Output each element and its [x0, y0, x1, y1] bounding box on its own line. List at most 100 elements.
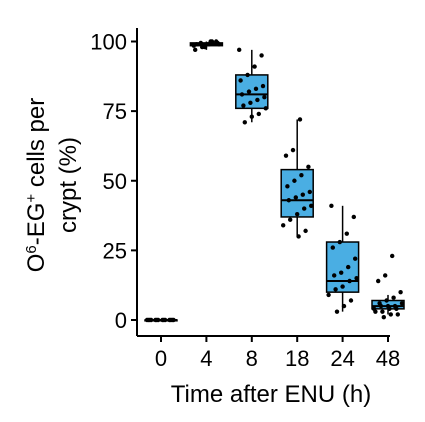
data-point [383, 273, 388, 278]
data-point [292, 178, 297, 183]
data-point [242, 120, 247, 125]
data-point [339, 270, 344, 275]
data-point [252, 64, 257, 69]
y-axis-title-part-1: O [23, 254, 50, 273]
data-point [263, 106, 268, 111]
data-point [256, 111, 261, 117]
data-point [237, 47, 242, 53]
x-axis-title: Time after ENU (h) [171, 381, 371, 408]
box-group-0 [144, 317, 178, 323]
data-point [288, 217, 293, 222]
data-point [241, 103, 246, 108]
data-point [380, 309, 385, 314]
data-point [248, 100, 253, 105]
data-point [253, 86, 259, 92]
data-point [202, 44, 208, 50]
data-point [297, 117, 303, 122]
box-group-8 [235, 47, 269, 125]
data-point [239, 92, 245, 97]
data-point [307, 189, 312, 195]
data-point [384, 298, 389, 303]
axes [136, 28, 390, 337]
data-point [156, 317, 161, 323]
boxes [144, 39, 405, 323]
y-tick-label: 75 [103, 99, 127, 124]
data-point [378, 303, 384, 309]
data-point [340, 284, 345, 289]
data-point [348, 298, 354, 303]
data-point [149, 317, 154, 323]
data-point [293, 195, 298, 200]
data-point [193, 47, 198, 53]
x-tick-label: 24 [330, 346, 354, 371]
data-point [246, 89, 252, 94]
data-point [281, 223, 286, 228]
data-point [303, 228, 308, 234]
y-axis-title-superscript-6: 6 [23, 245, 40, 253]
data-point [373, 309, 378, 314]
box-group-48 [371, 253, 405, 320]
box-group-18 [280, 117, 314, 239]
y-axis-title: O6-EG+ cells per crypt (%) [23, 98, 83, 273]
data-point [296, 234, 301, 239]
x-tick-label: 0 [155, 346, 167, 371]
data-point [286, 198, 291, 203]
data-point [245, 72, 250, 78]
x-tick-label: 4 [200, 346, 212, 371]
data-point [209, 39, 215, 44]
y-axis-title-superscript-plus: + [23, 194, 40, 203]
data-point [346, 264, 351, 270]
data-point [333, 287, 338, 292]
y-axis-title-part-3: cells per [23, 98, 50, 194]
data-point [249, 114, 254, 119]
data-point [337, 239, 342, 245]
box-iqr [325, 241, 360, 293]
box-group-4 [189, 39, 224, 53]
data-point [332, 273, 337, 278]
data-point [171, 317, 176, 323]
data-point [329, 203, 334, 209]
data-point [347, 278, 352, 284]
data-point [390, 253, 395, 259]
box-group-24 [325, 203, 360, 314]
data-point [309, 203, 314, 209]
data-point [330, 245, 335, 250]
data-point [262, 95, 267, 100]
y-tick-label: 100 [90, 30, 127, 55]
data-point [351, 214, 356, 220]
data-point [285, 184, 290, 189]
data-point [394, 306, 399, 312]
data-point [341, 303, 347, 309]
data-point [354, 276, 359, 281]
data-point [344, 231, 349, 236]
y-tick-label: 50 [103, 169, 127, 194]
data-point [388, 312, 393, 317]
data-point [306, 164, 311, 170]
data-point [398, 289, 403, 295]
x-tick-label: 48 [376, 346, 400, 371]
data-point [395, 312, 400, 317]
data-point [163, 317, 168, 323]
data-point [290, 147, 296, 153]
y-axis-title-part-2: -EG [23, 203, 50, 246]
data-point [387, 306, 392, 312]
box-iqr [280, 168, 314, 218]
x-tick-label: 18 [285, 346, 309, 371]
data-point [216, 42, 222, 47]
data-point [283, 153, 289, 158]
y-axis-ticks: 0 25 50 75 100 [90, 30, 137, 333]
data-point [353, 256, 358, 261]
y-tick-label: 25 [103, 238, 127, 263]
data-point [302, 206, 307, 211]
data-point [260, 83, 266, 89]
x-tick-label: 8 [246, 346, 258, 371]
y-tick-label: 0 [115, 308, 127, 333]
data-point [255, 97, 260, 103]
data-point [326, 292, 331, 298]
data-point [300, 192, 305, 197]
data-point [381, 315, 386, 320]
data-point [376, 278, 381, 284]
data-point [391, 295, 396, 300]
data-point [198, 40, 203, 46]
